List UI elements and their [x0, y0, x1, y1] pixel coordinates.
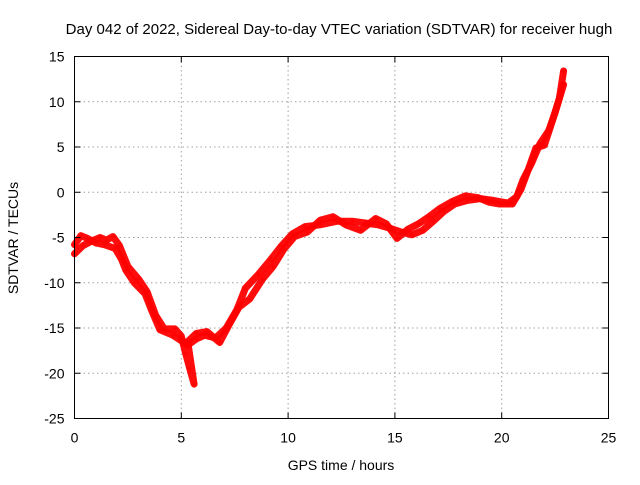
data-point [291, 233, 298, 240]
data-point [430, 218, 437, 225]
data-point [169, 332, 176, 339]
data-point [182, 350, 189, 357]
data-point [524, 169, 531, 176]
axis-ticks: 0 5 10 15 20 25 -25 -20 -15 -10 -5 0 5 10 15 [44, 49, 616, 446]
y-tick-label: 5 [57, 139, 65, 155]
data-point [357, 227, 364, 234]
y-tick-label: -10 [44, 275, 64, 291]
data-point [103, 237, 110, 244]
data-point [97, 234, 104, 241]
y-tick-label: 15 [49, 49, 65, 65]
x-tick-label: 0 [71, 430, 79, 446]
data-point [342, 221, 349, 228]
chart-title: Day 042 of 2022, Sidereal Day-to-day VTE… [66, 21, 613, 38]
data-point [131, 279, 138, 286]
data-point [135, 276, 142, 283]
data-point [549, 115, 556, 122]
data-point [280, 246, 287, 253]
data-point [304, 229, 311, 236]
data-point [449, 198, 456, 205]
data-point [426, 213, 433, 220]
y-axis-label: SDTVAR / TECUs [5, 182, 21, 294]
data-point [475, 194, 482, 201]
x-tick-label: 20 [494, 430, 510, 446]
data-point [184, 338, 191, 345]
data-point [178, 333, 185, 340]
data-point [394, 235, 401, 242]
data-point [203, 328, 210, 335]
x-tick-label: 15 [387, 430, 403, 446]
grid-lines [74, 56, 609, 419]
data-point [88, 238, 95, 245]
x-tick-label: 10 [280, 430, 296, 446]
data-point [191, 381, 198, 388]
data-point [404, 226, 411, 233]
data-point [532, 144, 539, 151]
data-point [268, 256, 275, 263]
data-point [246, 296, 253, 303]
data-point [560, 67, 567, 74]
data-point [161, 325, 168, 332]
data-point [235, 304, 242, 311]
data-point [152, 312, 159, 319]
data-point [408, 231, 415, 238]
data-point [144, 288, 151, 295]
data-point [193, 330, 200, 337]
data-point [270, 263, 277, 270]
data-point [302, 223, 309, 230]
data-series [71, 67, 568, 388]
data-point [317, 217, 324, 224]
data-point [255, 271, 262, 278]
data-point [116, 242, 123, 249]
x-axis-label: GPS time / hours [288, 457, 395, 473]
data-point [462, 192, 469, 199]
data-point [225, 323, 232, 330]
y-tick-label: 10 [49, 94, 65, 110]
data-point [436, 205, 443, 212]
data-point [329, 213, 336, 220]
data-point [80, 242, 87, 249]
data-point [77, 232, 84, 239]
data-point [372, 215, 379, 222]
data-point [186, 365, 193, 372]
data-point [124, 263, 131, 270]
data-point [109, 233, 116, 240]
data-point [415, 220, 422, 227]
data-point [556, 95, 563, 102]
y-tick-label: -5 [52, 230, 65, 246]
data-point [517, 186, 524, 193]
y-tick-label: -25 [44, 411, 64, 427]
y-tick-label: -15 [44, 320, 64, 336]
data-point [383, 220, 390, 227]
data-point [541, 142, 548, 149]
data-point [259, 276, 266, 283]
data-point [242, 285, 249, 292]
data-point [509, 201, 516, 208]
data-point [496, 201, 503, 208]
x-tick-label: 25 [601, 430, 617, 446]
data-point [171, 325, 178, 332]
data-point [349, 218, 356, 225]
data-point [216, 339, 223, 346]
y-tick-label: 0 [57, 184, 65, 200]
series-line-1 [71, 81, 568, 349]
x-tick-label: 5 [177, 430, 185, 446]
y-tick-label: -20 [44, 365, 64, 381]
data-point [485, 199, 492, 206]
data-point [419, 227, 426, 234]
